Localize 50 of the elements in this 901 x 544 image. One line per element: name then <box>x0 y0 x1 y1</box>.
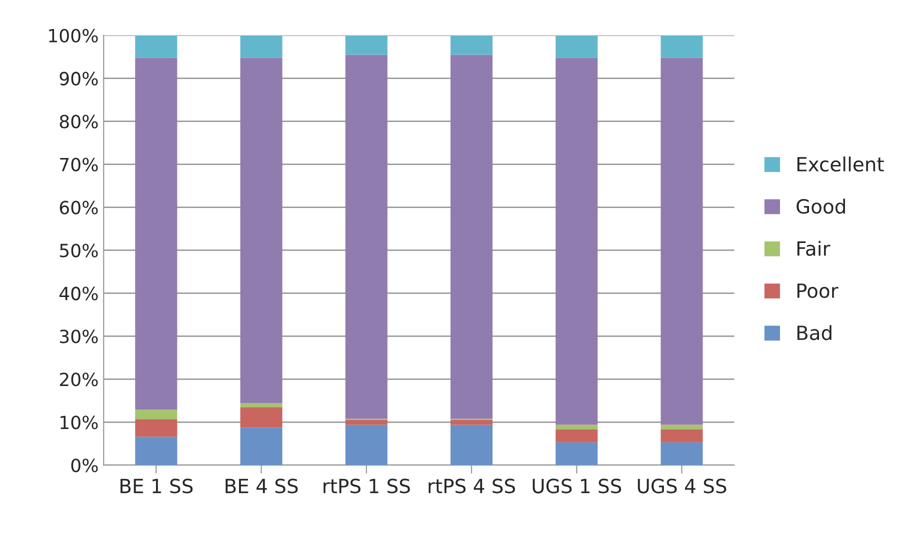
x-tick-label: rtPS 1 SS <box>324 478 410 494</box>
bar <box>135 410 178 420</box>
bar <box>240 35 282 58</box>
y-tick-label: 100% <box>49 28 98 42</box>
bar <box>345 54 388 419</box>
legend-label: Bad <box>797 325 832 340</box>
legend-label: Excellent <box>797 156 884 172</box>
x-tick-label: BE 4 SS <box>226 478 298 494</box>
legend-label: Fair <box>797 240 830 256</box>
bar <box>450 420 493 425</box>
y-tick-label: 60% <box>60 200 98 214</box>
bar <box>345 420 388 425</box>
x-tick-label: rtPS 4 SS <box>428 478 515 494</box>
bar <box>450 424 493 466</box>
y-tick-label: 20% <box>60 372 98 386</box>
bar <box>556 442 598 466</box>
bar <box>450 35 493 55</box>
bar <box>345 424 388 466</box>
bar <box>240 407 282 428</box>
bar <box>660 424 703 430</box>
bar <box>450 54 493 419</box>
y-tick-label: 30% <box>60 330 98 344</box>
bar <box>135 58 178 410</box>
y-tick-label: 10% <box>60 416 98 430</box>
y-tick-label: 70% <box>60 158 98 172</box>
bar <box>556 35 598 58</box>
bar <box>135 436 178 466</box>
bar <box>556 424 598 430</box>
legend-label: Poor <box>797 284 838 298</box>
bar <box>556 58 598 425</box>
y-tick-label: 90% <box>60 72 98 86</box>
bar <box>345 35 388 55</box>
y-tick-label: 80% <box>60 114 98 128</box>
bar <box>660 429 703 442</box>
bar <box>660 35 703 58</box>
bar <box>240 428 282 466</box>
bar <box>660 442 703 466</box>
x-tick-label: UGS 4 SS <box>638 478 726 494</box>
bar <box>135 35 178 58</box>
bar <box>240 403 282 408</box>
y-tick-label: 50% <box>60 244 98 258</box>
y-tick-label: 0% <box>71 458 98 472</box>
bar <box>660 58 703 425</box>
legend-label: Good <box>796 198 845 214</box>
y-tick-label: 40% <box>60 286 98 300</box>
bar <box>135 419 178 437</box>
x-tick-label: BE 1 SS <box>120 478 193 494</box>
bar <box>556 429 598 442</box>
x-tick-label: UGS 1 SS <box>532 478 622 494</box>
bar <box>240 58 282 404</box>
